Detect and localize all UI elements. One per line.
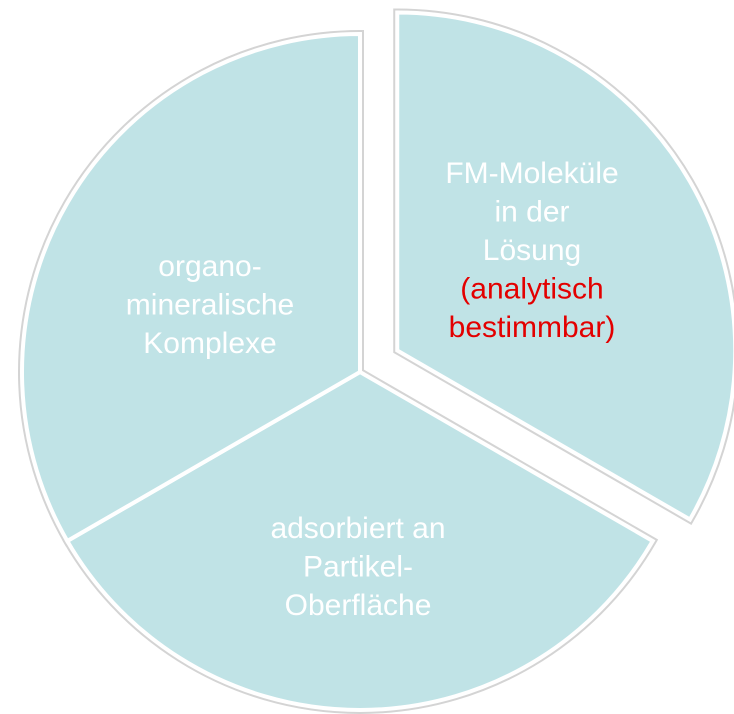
segment-label: Partikel- [303,550,413,583]
segment-label: Lösung [483,234,581,267]
slice [64,369,656,712]
segment-highlight: (analytisch [460,272,603,305]
segment-label: organo- [158,250,261,283]
segment-label: Oberfläche [285,589,432,622]
segment-label: in der [494,195,569,228]
slice [395,10,734,523]
segment-label: Komplexe [143,327,276,360]
segment-highlight: bestimmbar) [449,311,616,344]
segment-label: adsorbiert an [270,512,445,545]
segment-label: FM-Moleküle [445,157,618,190]
slice [20,31,362,544]
segment-label: mineralische [126,288,294,321]
